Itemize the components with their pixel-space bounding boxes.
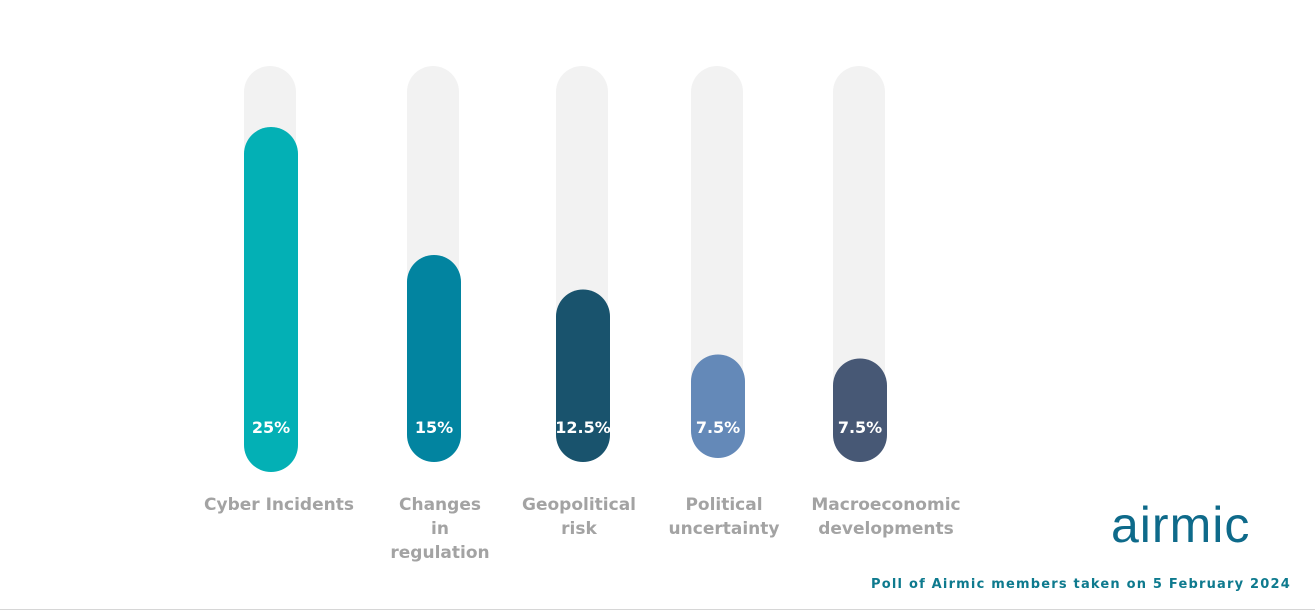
bar-geopolitical-risk (556, 289, 610, 462)
category-label-geopolitical-risk: Geopolitical risk (522, 493, 636, 541)
airmic-logo: airmic (1111, 497, 1251, 553)
category-label-political-uncertainty: Political uncertainty (669, 493, 780, 541)
bar-political-uncertainty (691, 354, 745, 458)
bar-changes-in-regulation (407, 255, 461, 462)
bar-value-label-macroeconomic-developments: 7.5% (838, 418, 882, 437)
category-label-line: uncertainty (668, 519, 780, 539)
bottom-divider (0, 609, 1315, 610)
category-label-changes-in-regulation: Changes in regulation (390, 493, 489, 565)
bar-value-label-cyber-incidents: 25% (252, 418, 290, 437)
category-label-macroeconomic-developments: Macroeconomic developments (811, 493, 960, 541)
category-label-line: Geopolitical (522, 495, 636, 515)
category-label-cyber-incidents: Cyber Incidents (204, 493, 354, 517)
category-label-line: in (431, 519, 449, 539)
bar-value-label-changes-in-regulation: 15% (415, 418, 453, 437)
category-label-line: Political (685, 495, 763, 515)
bars (244, 127, 887, 472)
bar-value-label-geopolitical-risk: 12.5% (555, 418, 611, 437)
bar-track-political-uncertainty (691, 66, 743, 450)
category-label-line: developments (818, 519, 954, 539)
category-label-line: regulation (390, 543, 490, 563)
category-label-line: risk (561, 519, 597, 539)
bar-cyber-incidents (244, 127, 298, 472)
bar-track-macroeconomic-developments (833, 66, 885, 454)
category-label-line: Macroeconomic (811, 495, 961, 515)
bar-value-labels: 25% 15% 12.5% 7.5% 7.5% (252, 418, 882, 437)
footnote: Poll of Airmic members taken on 5 Februa… (871, 577, 1291, 592)
bar-macroeconomic-developments (833, 358, 887, 462)
category-label-line: Cyber Incidents (204, 495, 354, 515)
bar-value-label-political-uncertainty: 7.5% (696, 418, 740, 437)
category-label-line: Changes (399, 495, 481, 515)
